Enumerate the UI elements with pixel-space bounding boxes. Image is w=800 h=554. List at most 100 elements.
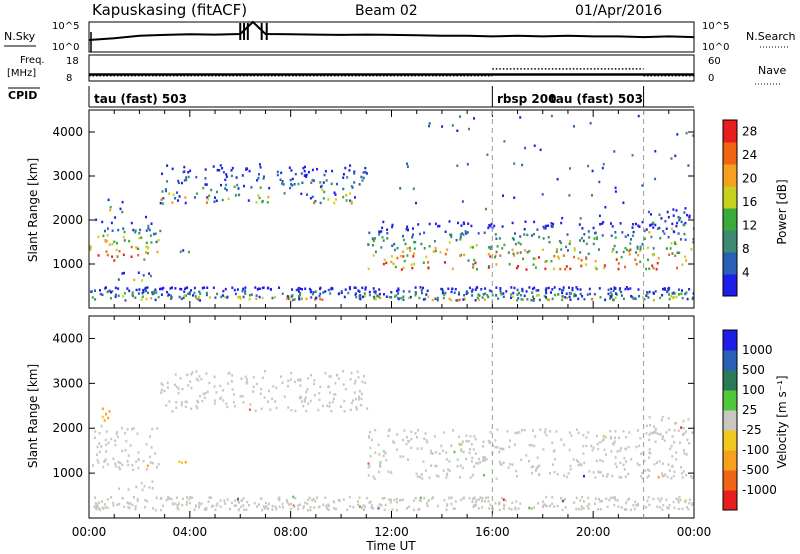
power-cell-144 (358, 183, 361, 186)
velocity-cell-86 (290, 371, 293, 375)
power-cell-177 (276, 170, 279, 174)
power-cell-984 (271, 296, 274, 300)
velocity-cell-472 (627, 472, 630, 476)
power-cell-380 (635, 251, 638, 254)
velocity-cell-544 (428, 476, 431, 479)
power-cell-830 (286, 295, 289, 298)
velocity-cell-261 (360, 392, 363, 396)
velocity-colorbar-frame (722, 329, 738, 511)
velocity-cell-108 (349, 378, 352, 381)
velocity-colorbar-swatch-0 (723, 490, 737, 511)
power-cell-309 (629, 248, 632, 251)
power-cell-549 (412, 233, 414, 236)
power-cell-1095 (114, 293, 117, 297)
velocity-cell-547 (690, 475, 692, 478)
power-cell-611 (550, 259, 553, 263)
power-cell-682 (610, 291, 613, 294)
power-cell-269 (179, 250, 182, 253)
power-cell-959 (244, 291, 247, 295)
velocity-cell-954 (452, 507, 455, 510)
velocity-cell-570 (462, 450, 465, 454)
velocity-cell-618 (446, 473, 449, 476)
power-cell-947 (266, 287, 269, 290)
power-colorbar-swatch-7 (723, 120, 737, 143)
velocity-cell-332 (618, 475, 621, 479)
power-cell-975 (561, 291, 564, 295)
velocity-cell-1050 (328, 504, 330, 507)
power-cell-421 (650, 235, 653, 239)
velocity-cell-168 (309, 399, 312, 403)
velocity-cell-289 (623, 456, 626, 460)
velocity-cell-411 (673, 441, 676, 444)
velocity-cell-494 (648, 433, 651, 436)
velocity-cell-563 (648, 469, 651, 472)
power-cell-27 (156, 250, 159, 254)
power-cell-684 (551, 288, 554, 291)
power-cell-273 (381, 236, 384, 239)
velocity-cell-662 (94, 504, 97, 508)
velocity-cell-744 (588, 503, 591, 506)
power-cell-971 (545, 298, 548, 301)
velocity-cell-827 (500, 496, 503, 500)
power-cell-236 (216, 168, 219, 172)
velocity-cell-293 (567, 472, 570, 475)
power-cell-419 (676, 266, 678, 270)
velocity-cell-916 (487, 500, 490, 503)
velocity-cell-84 (127, 488, 130, 491)
velocity-colorbar-tick-7: 1000 (742, 343, 773, 357)
power-cell-232 (300, 172, 303, 175)
power-cell-704 (123, 292, 126, 295)
power-cell-1009 (388, 295, 391, 299)
power-cell-993 (296, 288, 299, 291)
power-cell-986 (583, 298, 586, 301)
power-cell-240 (263, 175, 265, 178)
velocity-cell-613 (500, 463, 503, 466)
power-cell-256 (276, 173, 279, 177)
velocity-cell-6 (107, 441, 110, 444)
velocity-cell-652 (654, 440, 657, 443)
power-cell-145 (248, 169, 251, 173)
power-cell-459 (496, 245, 499, 248)
power-cell-66 (138, 232, 141, 235)
power-cell-224 (323, 190, 326, 194)
power-cell-41 (89, 248, 92, 251)
velocity-cell-945 (304, 501, 307, 504)
station-title: Kapuskasing (fitACF) (92, 1, 247, 19)
power-cell-751 (544, 288, 547, 292)
power-cell-702 (535, 289, 538, 292)
velocity-cell-51 (137, 458, 140, 462)
power-cell-443 (573, 248, 576, 252)
power-cell-134 (172, 193, 175, 196)
power-cell-1144 (359, 297, 362, 301)
velocity-cell-821 (594, 497, 597, 500)
power-cell-92 (262, 177, 265, 180)
velocity-cell-372 (483, 473, 486, 477)
power-cell-747 (117, 287, 120, 290)
velocity-cell-121 (302, 405, 305, 408)
power-cell-600 (573, 255, 575, 259)
velocity-cell-202 (213, 402, 216, 405)
velocity-cell-877 (563, 497, 566, 501)
power-cell-812 (484, 292, 487, 295)
power-cell-1065 (383, 293, 385, 296)
power-cell-450 (501, 225, 504, 228)
power-cell-711 (225, 296, 228, 299)
power-cell-1156 (400, 297, 403, 300)
power-cell-486 (547, 236, 550, 239)
velocity-cell-215 (261, 376, 264, 380)
power-cell-163 (237, 187, 240, 190)
velocity-cell-304 (556, 473, 559, 476)
velocity-cell-77 (148, 486, 151, 489)
power-cell-566 (530, 234, 533, 237)
power-cell-125 (305, 175, 308, 178)
velocity-cell-868 (162, 504, 164, 508)
power-cell-334 (548, 240, 551, 244)
power-cell-432 (639, 247, 642, 250)
velocity-cell-761 (661, 508, 664, 511)
power-colorbar-swatch-3 (723, 208, 737, 231)
velocity-cell-680 (131, 503, 134, 507)
power-cell-876 (108, 289, 111, 293)
velocity-cell-866 (624, 508, 626, 511)
velocity-cell-629 (549, 472, 551, 475)
velocity-cell-1009 (575, 496, 578, 500)
